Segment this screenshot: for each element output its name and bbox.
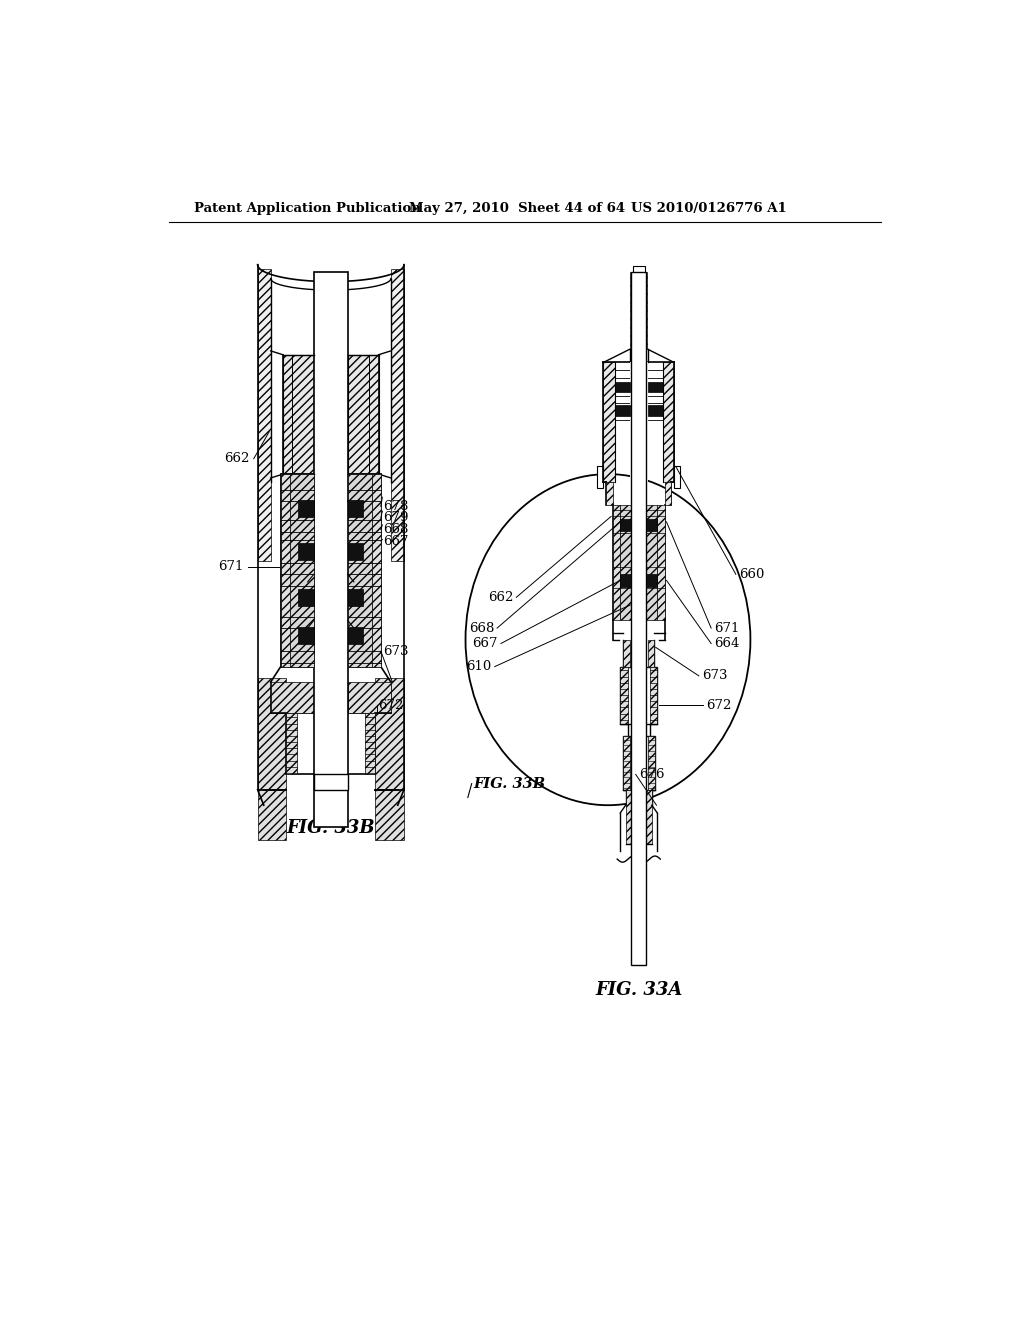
Bar xyxy=(621,519,631,531)
Text: 671: 671 xyxy=(218,560,244,573)
Bar xyxy=(281,474,290,667)
Text: 678: 678 xyxy=(383,500,409,513)
Text: 671: 671 xyxy=(714,622,739,635)
Bar xyxy=(612,506,621,620)
Text: 664: 664 xyxy=(714,638,739,649)
Bar xyxy=(614,405,630,416)
Bar xyxy=(313,775,348,789)
Text: 673: 673 xyxy=(701,669,727,682)
Bar xyxy=(630,363,648,482)
Bar xyxy=(348,543,364,560)
Bar xyxy=(298,589,313,606)
Bar xyxy=(348,355,379,474)
Text: US 2010/0126776 A1: US 2010/0126776 A1 xyxy=(631,202,786,215)
Bar xyxy=(614,381,630,392)
Text: May 27, 2010  Sheet 44 of 64: May 27, 2010 Sheet 44 of 64 xyxy=(410,202,626,215)
Bar xyxy=(648,737,655,789)
Bar xyxy=(597,466,603,488)
Text: 660: 660 xyxy=(739,568,764,581)
Bar xyxy=(286,713,297,775)
Bar xyxy=(298,543,313,560)
Bar xyxy=(623,737,655,789)
Text: 672: 672 xyxy=(379,698,403,711)
Bar xyxy=(270,682,313,713)
Text: 673: 673 xyxy=(383,644,409,657)
Text: FIG. 33B: FIG. 33B xyxy=(473,776,546,791)
Bar xyxy=(281,474,381,667)
Bar xyxy=(643,308,647,350)
Text: 668: 668 xyxy=(469,622,494,635)
Bar xyxy=(649,667,657,725)
Bar xyxy=(648,405,663,416)
Bar xyxy=(663,363,674,482)
Bar xyxy=(633,267,645,275)
Bar xyxy=(348,500,364,517)
Text: FIG. 33A: FIG. 33A xyxy=(595,981,682,999)
Bar xyxy=(626,789,631,843)
Bar xyxy=(623,737,630,789)
Bar xyxy=(665,482,671,506)
Bar xyxy=(313,272,348,826)
Bar xyxy=(606,482,612,506)
Bar xyxy=(621,667,628,725)
Bar xyxy=(283,355,313,474)
Bar xyxy=(348,474,372,667)
Bar xyxy=(621,506,631,620)
Bar xyxy=(657,506,665,620)
Bar xyxy=(391,268,403,561)
Bar xyxy=(631,272,646,965)
Bar xyxy=(648,640,654,667)
Text: 662: 662 xyxy=(224,453,250,465)
Text: 672: 672 xyxy=(707,698,732,711)
Text: Patent Application Publication: Patent Application Publication xyxy=(194,202,421,215)
Text: 676: 676 xyxy=(639,768,665,781)
Text: 662: 662 xyxy=(487,591,513,603)
Bar xyxy=(646,506,657,620)
Text: 667: 667 xyxy=(472,638,498,649)
Bar xyxy=(648,381,663,392)
Bar xyxy=(365,713,376,775)
Bar xyxy=(621,574,631,586)
Bar xyxy=(298,627,313,644)
Text: 610: 610 xyxy=(467,660,492,673)
Text: 668: 668 xyxy=(383,523,409,536)
Bar xyxy=(631,272,635,308)
Text: 679: 679 xyxy=(383,511,409,524)
Bar xyxy=(635,272,643,308)
Bar xyxy=(643,272,647,308)
Bar xyxy=(348,589,364,606)
Text: FIG. 33B: FIG. 33B xyxy=(287,820,375,837)
Bar xyxy=(674,466,680,488)
Bar xyxy=(376,678,403,840)
Bar xyxy=(258,268,270,561)
Text: 667: 667 xyxy=(383,535,409,548)
Bar xyxy=(298,500,313,517)
Bar xyxy=(646,519,657,531)
Bar xyxy=(624,640,630,667)
Bar xyxy=(621,667,657,725)
Bar xyxy=(348,627,364,644)
Bar xyxy=(290,474,313,667)
Bar xyxy=(372,474,381,667)
Bar xyxy=(348,682,391,713)
Bar xyxy=(286,713,376,775)
Bar xyxy=(258,678,286,840)
Bar xyxy=(646,789,652,843)
Bar xyxy=(646,574,657,586)
Bar xyxy=(631,308,635,350)
Bar xyxy=(603,363,614,482)
